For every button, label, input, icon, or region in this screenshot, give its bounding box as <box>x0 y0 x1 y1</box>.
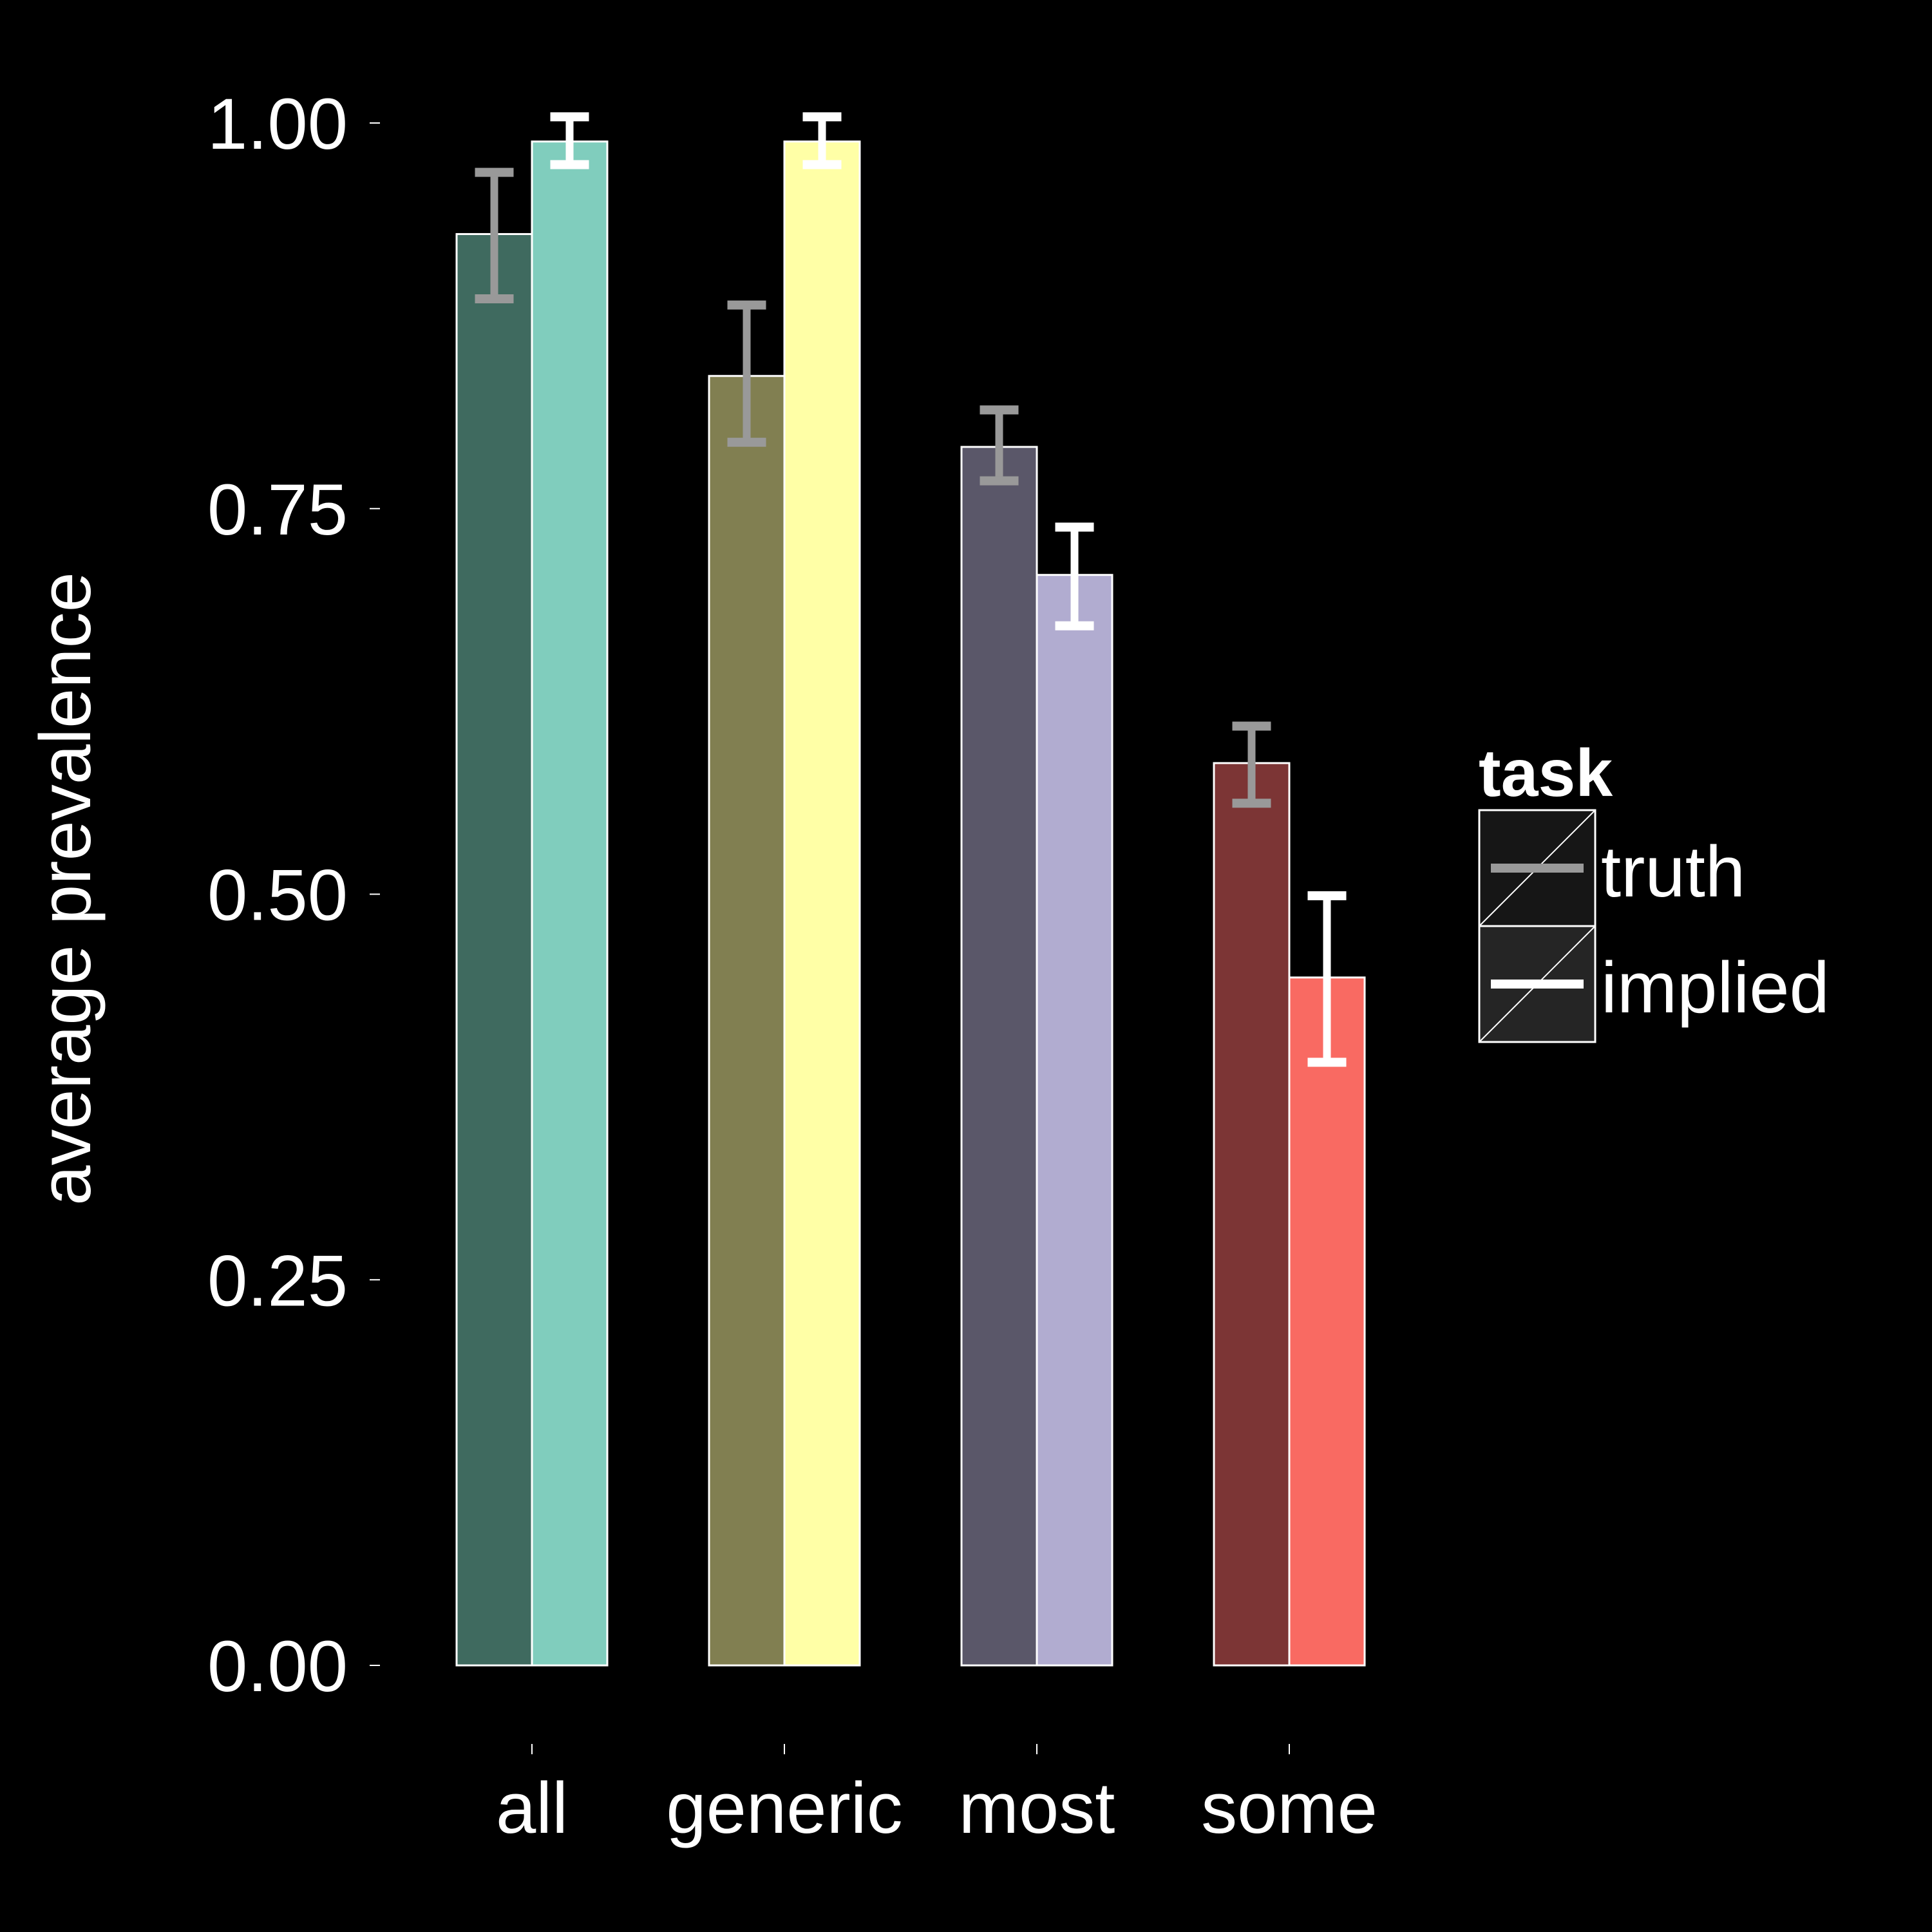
errorbar-truth-all <box>475 167 514 304</box>
x-tick-label: some <box>1201 1768 1378 1848</box>
legend-title: task <box>1479 736 1613 811</box>
y-tick-label: 0.75 <box>207 469 348 550</box>
bar-implied-some <box>1288 976 1366 1667</box>
bar-implied-most <box>1036 574 1113 1667</box>
bar-implied-generic <box>783 140 861 1667</box>
x-axis: all generic most some <box>496 1744 1378 1848</box>
bars-layer <box>455 140 1366 1667</box>
errorbar-implied-some <box>1307 891 1347 1067</box>
errorbar-truth-most <box>980 405 1019 486</box>
y-axis: 0.00 0.25 0.50 0.75 1.00 <box>207 84 380 1707</box>
x-tick-label: all <box>496 1768 568 1848</box>
bar-implied-all <box>531 140 609 1667</box>
errorbar-implied-most <box>1055 522 1094 630</box>
legend-label-implied: implied <box>1601 947 1830 1028</box>
errorbar-truth-some <box>1232 721 1271 808</box>
bar-truth-generic <box>708 375 786 1667</box>
legend-key-implied: implied <box>1478 925 1830 1043</box>
y-tick-label: 0.00 <box>207 1626 348 1707</box>
errorbar-implied-generic <box>802 112 842 169</box>
y-tick-label: 1.00 <box>207 84 348 164</box>
errorbars-layer <box>475 112 1347 1067</box>
y-tick-label: 0.50 <box>207 855 348 936</box>
y-axis-title: average prevalence <box>25 572 106 1206</box>
y-tick-label: 0.25 <box>207 1240 348 1321</box>
bar-truth-most <box>960 446 1038 1667</box>
x-tick-label: most <box>959 1768 1115 1848</box>
x-tick-label: generic <box>666 1768 902 1848</box>
errorbar-truth-generic <box>727 300 766 447</box>
bar-truth-all <box>455 232 533 1667</box>
bar-truth-some <box>1213 762 1291 1667</box>
legend-label-truth: truth <box>1601 831 1745 912</box>
legend: task truth implied <box>1478 736 1830 1043</box>
errorbar-implied-all <box>550 112 589 169</box>
legend-key-truth: truth <box>1478 809 1745 927</box>
